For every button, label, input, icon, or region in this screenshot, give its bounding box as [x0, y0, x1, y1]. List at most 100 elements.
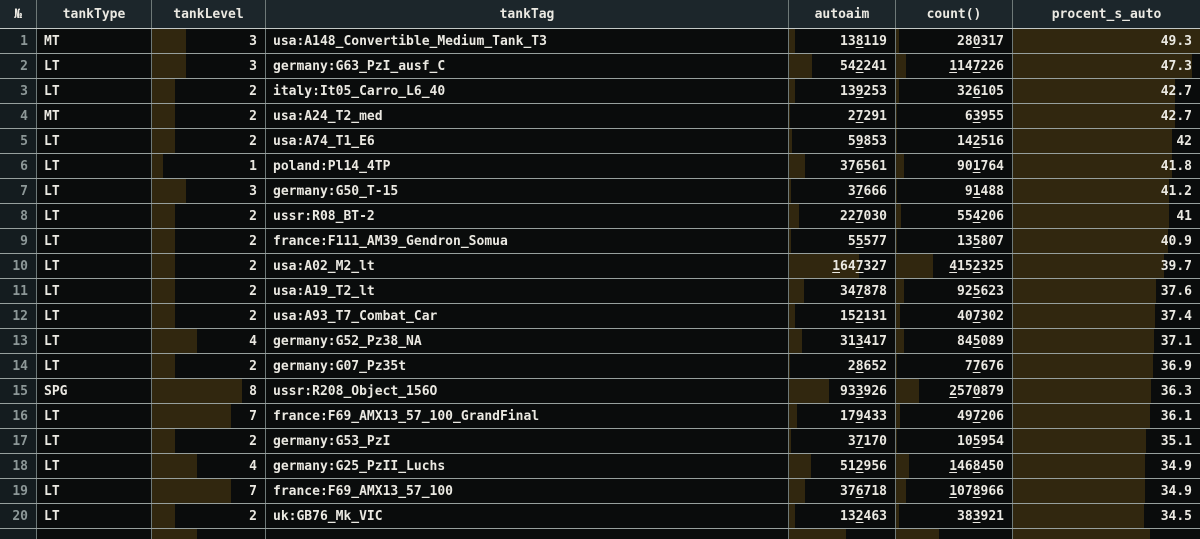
cell-autoaim[interactable]: 132463 [789, 504, 896, 528]
table-row[interactable]: 8 LT 2 ussr:R08_BT-2 227030 554206 41 [0, 204, 1200, 229]
table-row[interactable]: 5 LT 2 usa:A74_T1_E6 59853 142516 42 [0, 129, 1200, 154]
cell-tankType[interactable]: LT [37, 479, 152, 503]
cell-tankType[interactable]: LT [37, 54, 152, 78]
cell-tankLevel[interactable]: 2 [152, 504, 266, 528]
cell-tankTag[interactable]: usa:A93_T7_Combat_Car [266, 304, 789, 328]
cell-num[interactable]: 7 [0, 179, 37, 203]
cell-num[interactable]: 10 [0, 254, 37, 278]
cell-num[interactable]: 16 [0, 404, 37, 428]
table-row[interactable]: 13 LT 4 germany:G52_Pz38_NA 313417 845089 37.1 [0, 329, 1200, 354]
cell-tankType[interactable]: LT [37, 354, 152, 378]
cell-autoaim[interactable]: 138119 [789, 29, 896, 53]
cell-tankType[interactable]: LT [37, 504, 152, 528]
cell-tankTag[interactable]: usa:A19_T2_lt [266, 279, 789, 303]
cell-count[interactable]: 383921 [896, 504, 1013, 528]
cell-count[interactable]: 77676 [896, 354, 1013, 378]
cell-autoaim[interactable]: 37666 [789, 179, 896, 203]
cell-num[interactable] [0, 529, 37, 539]
cell-procent[interactable]: 34.9 [1013, 479, 1200, 503]
cell-tankLevel[interactable]: 2 [152, 254, 266, 278]
cell-count[interactable]: 142516 [896, 129, 1013, 153]
cell-tankLevel[interactable]: 2 [152, 104, 266, 128]
cell-tankLevel[interactable]: 2 [152, 304, 266, 328]
cell-autoaim[interactable] [789, 529, 896, 539]
cell-tankTag[interactable]: france:F111_AM39_Gendron_Somua [266, 229, 789, 253]
cell-count[interactable]: 407302 [896, 304, 1013, 328]
cell-count[interactable]: 1078966 [896, 479, 1013, 503]
cell-procent[interactable]: 40.9 [1013, 229, 1200, 253]
cell-tankLevel[interactable]: 3 [152, 29, 266, 53]
cell-tankType[interactable]: MT [37, 104, 152, 128]
cell-tankTag[interactable]: usa:A24_T2_med [266, 104, 789, 128]
cell-num[interactable]: 19 [0, 479, 37, 503]
cell-procent[interactable]: 36.1 [1013, 404, 1200, 428]
cell-tankType[interactable]: LT [37, 229, 152, 253]
cell-autoaim[interactable]: 376718 [789, 479, 896, 503]
cell-num[interactable]: 9 [0, 229, 37, 253]
cell-num[interactable]: 1 [0, 29, 37, 53]
cell-tankTag[interactable]: germany:G63_PzI_ausf_C [266, 54, 789, 78]
cell-tankType[interactable]: LT [37, 204, 152, 228]
cell-procent[interactable]: 34.5 [1013, 504, 1200, 528]
cell-procent[interactable]: 41 [1013, 204, 1200, 228]
cell-tankType[interactable]: LT [37, 279, 152, 303]
cell-procent[interactable]: 39.7 [1013, 254, 1200, 278]
cell-tankTag[interactable]: france:F69_AMX13_57_100 [266, 479, 789, 503]
cell-tankType[interactable]: LT [37, 154, 152, 178]
cell-tankLevel[interactable]: 2 [152, 204, 266, 228]
table-row[interactable]: 16 LT 7 france:F69_AMX13_57_100_GrandFinal 1… [0, 404, 1200, 429]
cell-count[interactable]: 2570879 [896, 379, 1013, 403]
cell-tankTag[interactable]: france:F69_AMX13_57_100_GrandFinal [266, 404, 789, 428]
cell-tankLevel[interactable]: 2 [152, 229, 266, 253]
cell-count[interactable]: 105954 [896, 429, 1013, 453]
cell-tankLevel[interactable]: 7 [152, 404, 266, 428]
cell-count[interactable]: 135807 [896, 229, 1013, 253]
cell-count[interactable]: 901764 [896, 154, 1013, 178]
cell-num[interactable]: 18 [0, 454, 37, 478]
cell-tankType[interactable] [37, 529, 152, 539]
table-row[interactable]: 11 LT 2 usa:A19_T2_lt 347878 925623 37.6 [0, 279, 1200, 304]
cell-count[interactable]: 845089 [896, 329, 1013, 353]
cell-procent[interactable]: 36.3 [1013, 379, 1200, 403]
cell-tankType[interactable]: LT [37, 304, 152, 328]
cell-procent[interactable]: 34.9 [1013, 454, 1200, 478]
cell-num[interactable]: 6 [0, 154, 37, 178]
cell-autoaim[interactable]: 59853 [789, 129, 896, 153]
cell-num[interactable]: 12 [0, 304, 37, 328]
cell-procent[interactable]: 42 [1013, 129, 1200, 153]
table-row[interactable]: 1 MT 3 usa:A148_Convertible_Medium_Tank_T3 1… [0, 29, 1200, 54]
cell-autoaim[interactable]: 179433 [789, 404, 896, 428]
cell-count[interactable]: 554206 [896, 204, 1013, 228]
cell-count[interactable]: 326105 [896, 79, 1013, 103]
cell-tankTag[interactable]: ussr:R208_Object_156O [266, 379, 789, 403]
cell-tankLevel[interactable]: 2 [152, 279, 266, 303]
table-row[interactable]: 7 LT 3 germany:G50_T-15 37666 91488 41.2 [0, 179, 1200, 204]
table-row[interactable]: 12 LT 2 usa:A93_T7_Combat_Car 152131 407302 37… [0, 304, 1200, 329]
cell-tankLevel[interactable]: 3 [152, 54, 266, 78]
cell-tankLevel[interactable]: 2 [152, 129, 266, 153]
cell-tankTag[interactable]: ussr:R08_BT-2 [266, 204, 789, 228]
cell-tankTag[interactable]: germany:G25_PzII_Luchs [266, 454, 789, 478]
cell-autoaim[interactable]: 376561 [789, 154, 896, 178]
cell-tankType[interactable]: LT [37, 454, 152, 478]
cell-num[interactable]: 14 [0, 354, 37, 378]
cell-autoaim[interactable]: 933926 [789, 379, 896, 403]
cell-count[interactable]: 4152325 [896, 254, 1013, 278]
table-row[interactable]: 6 LT 1 poland:Pl14_4TP 376561 901764 41.8 [0, 154, 1200, 179]
cell-autoaim[interactable]: 1647327 [789, 254, 896, 278]
cell-tankTag[interactable]: uk:GB76_Mk_VIC [266, 504, 789, 528]
cell-tankType[interactable]: SPG [37, 379, 152, 403]
cell-num[interactable]: 20 [0, 504, 37, 528]
header-count[interactable]: count() [896, 0, 1013, 28]
cell-num[interactable]: 4 [0, 104, 37, 128]
header-procent_s_auto[interactable]: procent_s_auto [1013, 0, 1200, 28]
cell-num[interactable]: 8 [0, 204, 37, 228]
cell-procent[interactable]: 42.7 [1013, 79, 1200, 103]
cell-autoaim[interactable]: 152131 [789, 304, 896, 328]
cell-procent[interactable] [1013, 529, 1200, 539]
cell-tankType[interactable]: LT [37, 179, 152, 203]
cell-tankType[interactable]: LT [37, 404, 152, 428]
cell-autoaim[interactable]: 542241 [789, 54, 896, 78]
cell-tankTag[interactable]: germany:G52_Pz38_NA [266, 329, 789, 353]
cell-tankLevel[interactable] [152, 529, 266, 539]
